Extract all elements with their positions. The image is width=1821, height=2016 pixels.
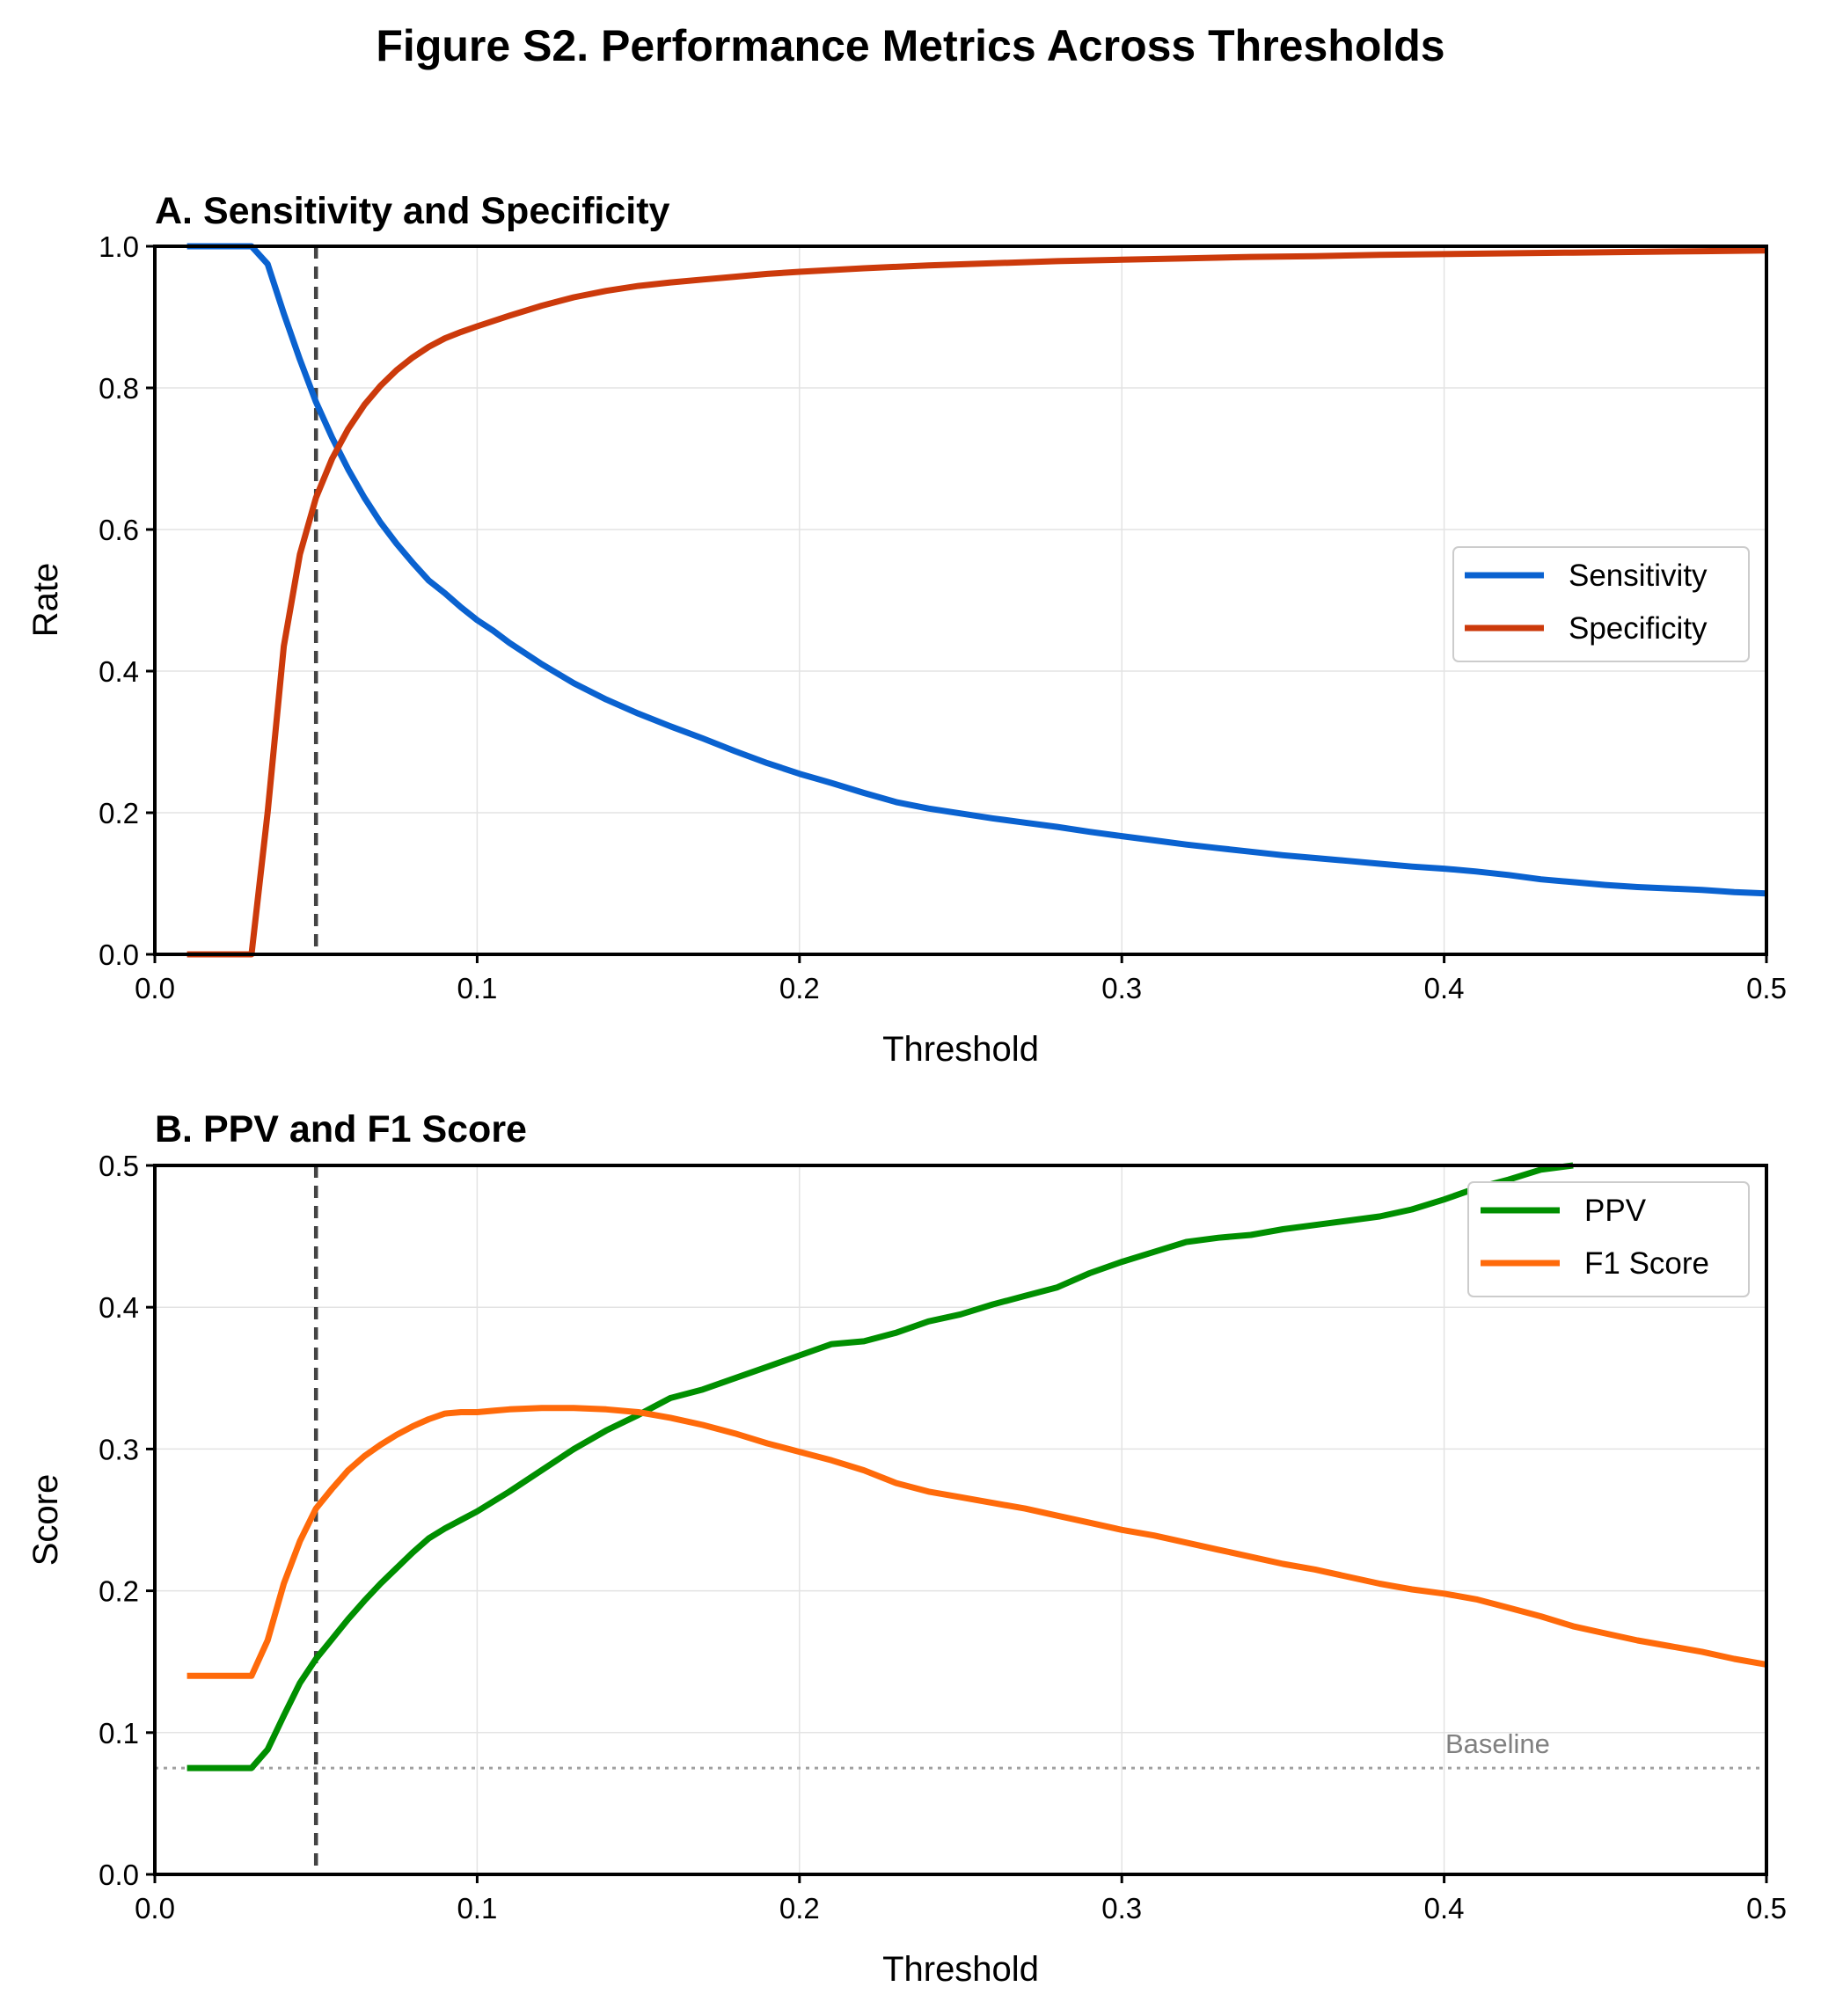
panel-b-legend: PPV F1 Score bbox=[1467, 1181, 1750, 1297]
panel-b-title: B. PPV and F1 Score bbox=[155, 1108, 527, 1150]
panel-a-frame bbox=[153, 245, 1768, 956]
panel-a-title: A. Sensitivity and Specificity bbox=[155, 190, 670, 232]
panel-a-ytick-label: 1.0 bbox=[99, 230, 139, 263]
ppv-line bbox=[186, 1162, 1574, 1771]
panel-b-ytick-label: 0.3 bbox=[99, 1433, 139, 1465]
panel-b-ytick-label: 0.5 bbox=[99, 1150, 139, 1182]
panel-b-xlabel: Threshold bbox=[882, 1950, 1039, 1989]
panel-a-xtick-label: 0.0 bbox=[135, 972, 175, 1004]
panel-a-ylabel: Rate bbox=[26, 563, 65, 638]
legend-label-specificity: Specificity bbox=[1569, 611, 1708, 646]
panel-a-legend: Sensitivity Specificity bbox=[1452, 546, 1750, 662]
panel-a-ytick-label: 0.8 bbox=[99, 372, 139, 405]
panel-b-ytick-label: 0.1 bbox=[99, 1717, 139, 1749]
figure-title: Figure S2. Performance Metrics Across Th… bbox=[376, 21, 1444, 70]
panel-b-ytick-label: 0.4 bbox=[99, 1291, 139, 1324]
panel-a: A. Sensitivity and Specificity 0.0 0.1 0.2… bbox=[26, 190, 1787, 1069]
panel-b-xtick-label: 0.3 bbox=[1101, 1892, 1142, 1925]
panel-a-series bbox=[186, 243, 1767, 958]
legend-label-f1-score: F1 Score bbox=[1584, 1246, 1709, 1281]
panel-a-xtick-label: 0.5 bbox=[1746, 972, 1787, 1004]
f1-score-line bbox=[186, 1405, 1767, 1679]
panel-a-ytick-label: 0.2 bbox=[99, 797, 139, 829]
legend-label-ppv: PPV bbox=[1584, 1194, 1647, 1228]
panel-a-ytick-label: 0.0 bbox=[99, 939, 139, 971]
panel-b-frame bbox=[153, 1164, 1768, 1876]
panel-b-xtick-label: 0.0 bbox=[135, 1892, 175, 1925]
panel-a-xtick-label: 0.4 bbox=[1424, 972, 1465, 1004]
baseline-label: Baseline bbox=[1445, 1728, 1550, 1759]
legend-label-sensitivity: Sensitivity bbox=[1569, 559, 1708, 593]
panel-b-ytick-label: 0.2 bbox=[99, 1575, 139, 1608]
panel-a-xtick-label: 0.3 bbox=[1101, 972, 1142, 1004]
specificity-line bbox=[186, 247, 1767, 958]
panel-a-xlabel: Threshold bbox=[882, 1030, 1039, 1069]
panel-b-xtick-label: 0.1 bbox=[457, 1892, 497, 1925]
panel-b-xtick-label: 0.4 bbox=[1424, 1892, 1465, 1925]
panel-b-xtick-label: 0.2 bbox=[779, 1892, 820, 1925]
panel-b-series bbox=[186, 1162, 1767, 1771]
panel-b-ytick-label: 0.0 bbox=[99, 1859, 139, 1891]
sensitivity-line bbox=[186, 243, 1767, 897]
panel-a-ytick-label: 0.6 bbox=[99, 514, 139, 546]
panel-a-xtick-label: 0.2 bbox=[779, 972, 820, 1004]
panel-b: B. PPV and F1 Score 0.0 0.1 0.2 0.3 0.4 0.50.… bbox=[26, 1108, 1787, 1989]
panel-b-ylabel: Score bbox=[26, 1474, 65, 1567]
panel-b-xtick-label: 0.5 bbox=[1746, 1892, 1787, 1925]
panel-a-ticks: 0.0 0.1 0.2 0.3 0.4 0.5 0.0 0.2 0.4 0.6 0.8 1.0 bbox=[99, 230, 1787, 1004]
panel-a-xtick-label: 0.1 bbox=[457, 972, 497, 1004]
panel-a-ytick-label: 0.4 bbox=[99, 655, 139, 688]
panel-b-ticks: 0.0 0.1 0.2 0.3 0.4 0.5 0.0 0.1 0.2 0.3 0.4 0.5 bbox=[99, 1150, 1787, 1925]
